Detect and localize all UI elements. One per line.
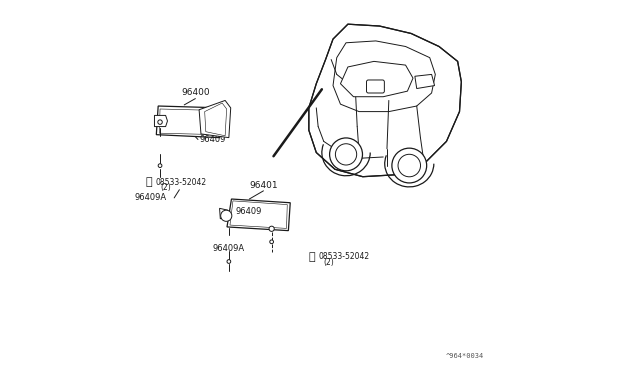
Polygon shape xyxy=(227,199,291,231)
Text: 96409: 96409 xyxy=(199,135,225,144)
Text: 96409: 96409 xyxy=(236,207,262,216)
Polygon shape xyxy=(415,74,435,89)
FancyBboxPatch shape xyxy=(367,80,385,93)
Polygon shape xyxy=(156,106,221,138)
Text: 96401: 96401 xyxy=(249,181,278,190)
Circle shape xyxy=(221,210,232,221)
Circle shape xyxy=(227,260,231,263)
Text: 96400: 96400 xyxy=(181,88,210,97)
Text: Ⓢ: Ⓢ xyxy=(308,252,315,262)
Text: (2): (2) xyxy=(324,258,335,267)
Polygon shape xyxy=(340,61,413,97)
Circle shape xyxy=(270,240,273,244)
Text: 08533-52042: 08533-52042 xyxy=(156,178,207,187)
Circle shape xyxy=(392,148,427,183)
Circle shape xyxy=(158,120,163,124)
Polygon shape xyxy=(199,100,231,138)
Polygon shape xyxy=(333,41,435,112)
Polygon shape xyxy=(220,208,229,219)
Text: 96409A: 96409A xyxy=(212,244,245,253)
Text: 08533-52042: 08533-52042 xyxy=(319,252,370,261)
Text: 96409A: 96409A xyxy=(134,193,167,202)
Circle shape xyxy=(335,144,356,165)
Polygon shape xyxy=(309,24,461,177)
Circle shape xyxy=(330,138,362,171)
Polygon shape xyxy=(154,115,168,126)
Circle shape xyxy=(398,154,420,177)
Circle shape xyxy=(269,226,275,231)
Text: Ⓢ: Ⓢ xyxy=(145,177,152,187)
Circle shape xyxy=(158,164,162,167)
Text: (2): (2) xyxy=(161,183,172,192)
Text: ^964*0034: ^964*0034 xyxy=(445,353,484,359)
